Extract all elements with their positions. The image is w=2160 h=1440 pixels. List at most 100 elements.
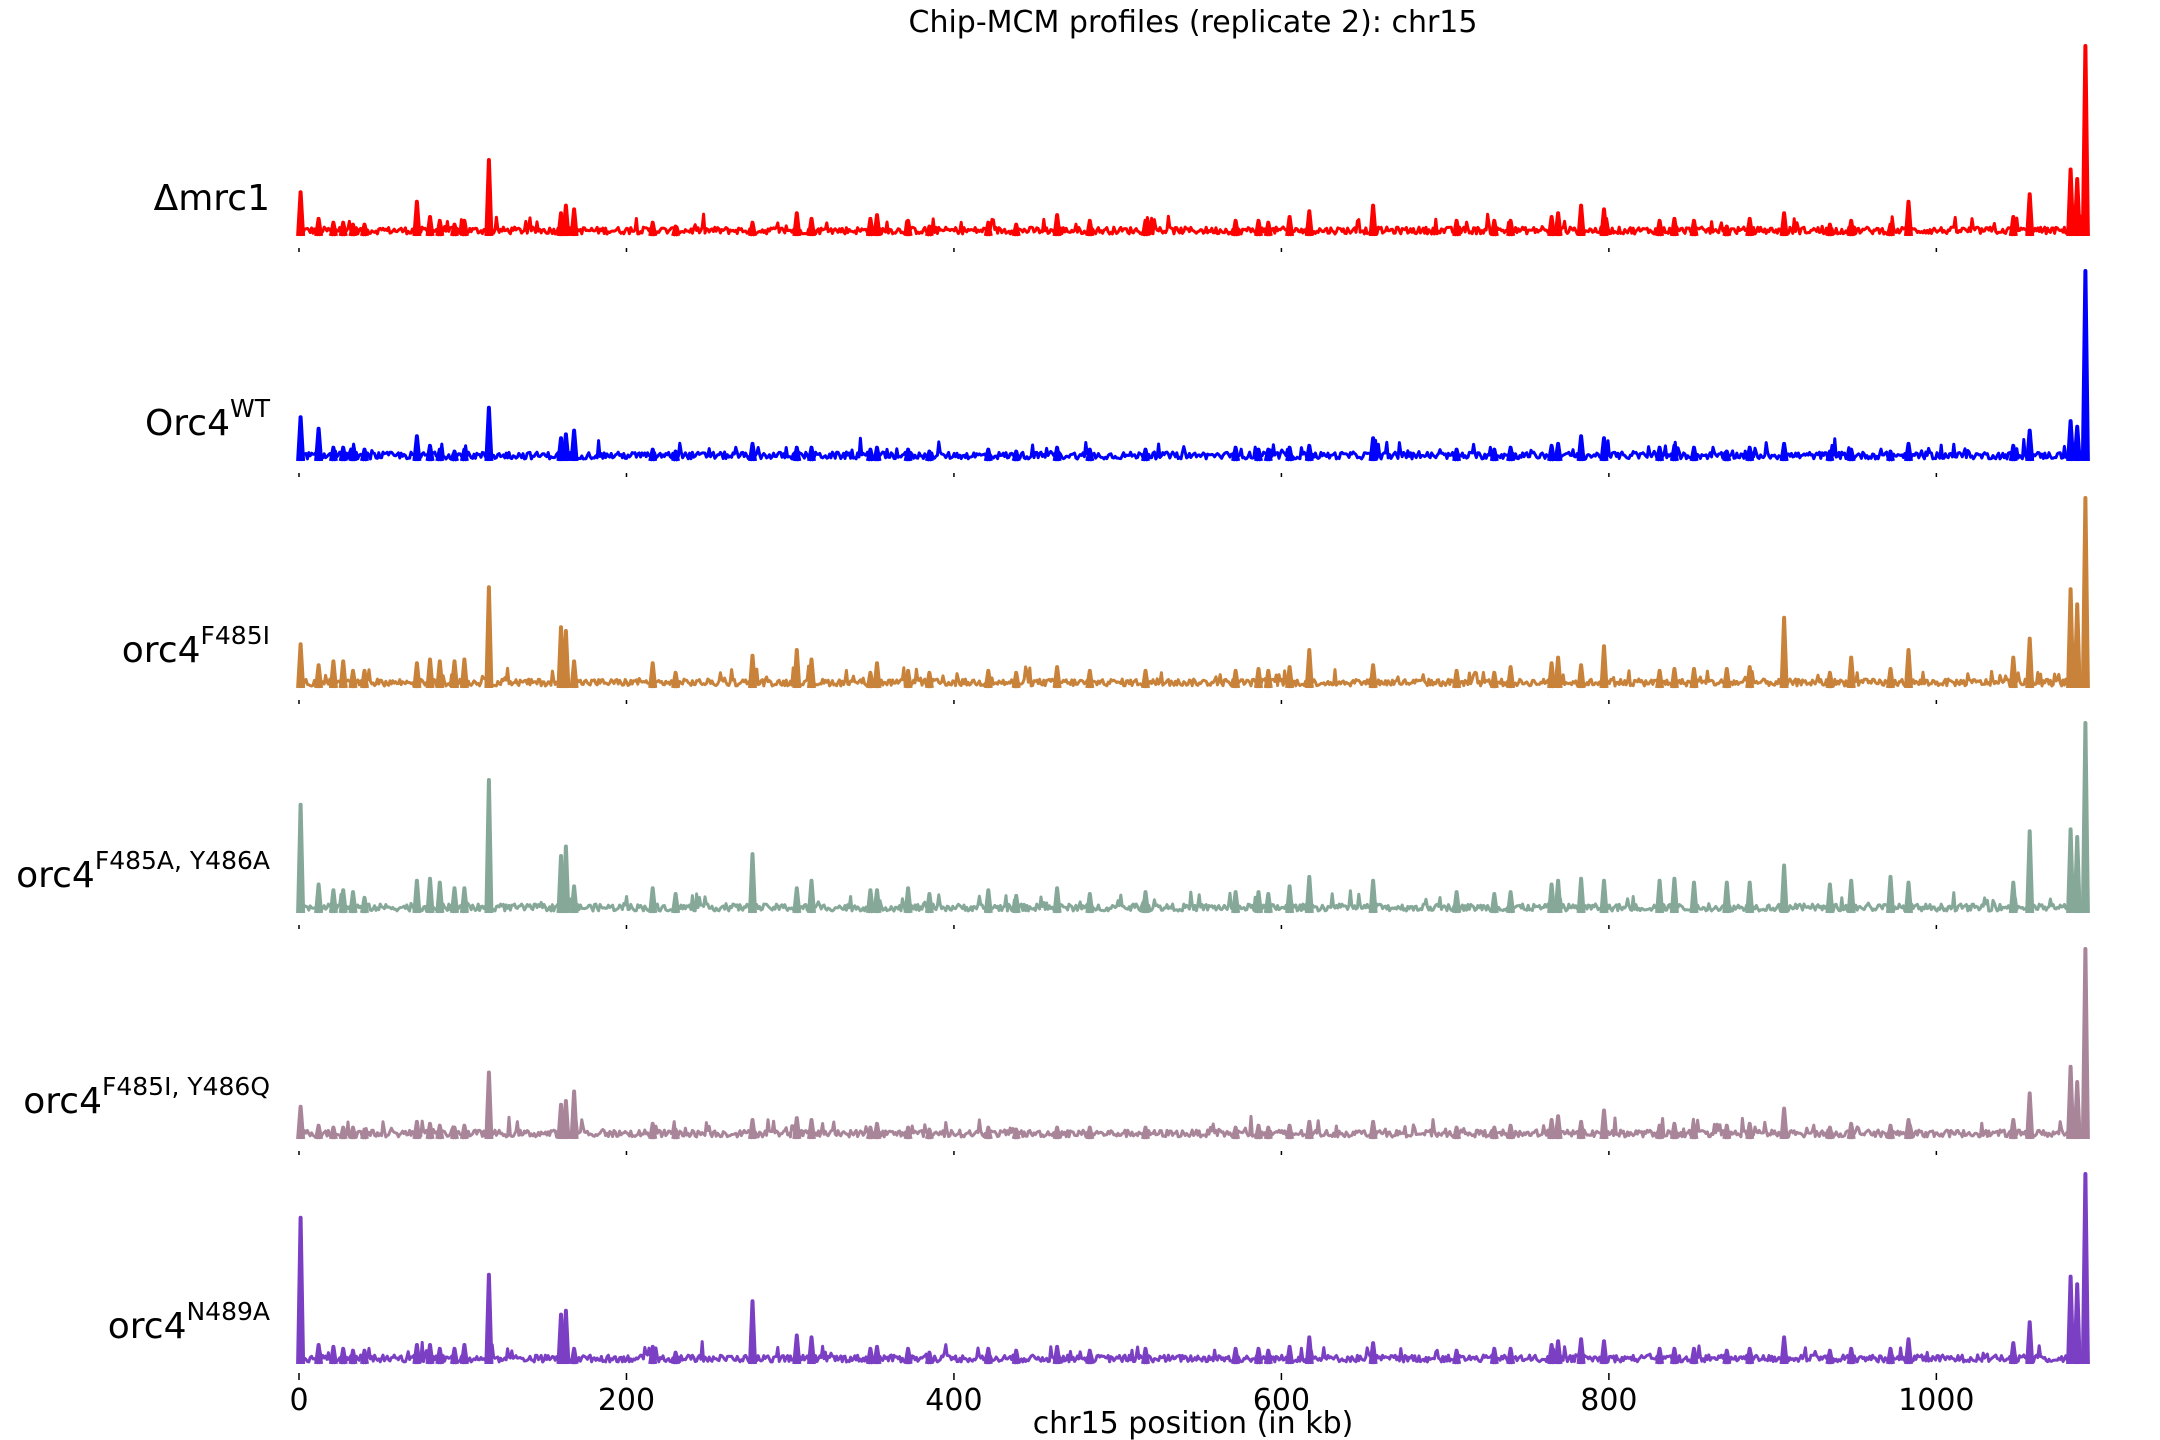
peak-2-46: [1745, 665, 1755, 689]
peak-5-29: [1231, 1346, 1241, 1365]
peak-2-27: [1085, 668, 1095, 689]
peak-2-43: [1669, 667, 1679, 689]
peak-5-43: [1669, 1346, 1679, 1365]
peak-3-48: [1825, 882, 1835, 914]
peak-3-17: [748, 852, 757, 914]
peak-3-11: [484, 778, 494, 914]
peak-3-16: [671, 892, 681, 914]
peak-3-20: [865, 888, 875, 914]
peak-1-2: [328, 445, 338, 462]
peak-3-15: [648, 886, 658, 914]
peak-2-28: [1141, 668, 1150, 689]
peak-5-4: [348, 1348, 358, 1365]
peak-1-23: [924, 449, 934, 462]
series-signal: [297, 664, 2089, 688]
peak-0-51: [1904, 199, 1913, 237]
peak-5-45: [1722, 1348, 1732, 1365]
series-label-2: orc4F485I: [122, 621, 270, 671]
peak-5-47: [1779, 1335, 1789, 1365]
peak-0-38: [1547, 215, 1557, 237]
peak-5-21: [872, 1344, 882, 1365]
peak-5-32: [1285, 1344, 1295, 1365]
peak-1-33: [1304, 443, 1314, 462]
peak-0-18: [792, 211, 802, 237]
peak-2-19: [807, 657, 816, 689]
peak-0-42: [1655, 218, 1665, 237]
peak-2-31: [1263, 668, 1273, 689]
series-label-3: orc4F485A, Y486A: [16, 846, 270, 896]
peak-5-51: [1904, 1337, 1913, 1365]
peak-1-6: [412, 434, 422, 462]
peak-4-33: [1304, 1119, 1314, 1140]
peak-0-15: [648, 220, 658, 237]
peak-1-9: [450, 449, 459, 462]
peak-4-15: [648, 1121, 658, 1140]
peak-3-7: [425, 876, 435, 914]
peak-4-34: [1368, 1119, 1378, 1140]
peak-3-47: [1779, 863, 1789, 914]
peak-1-55: [2072, 424, 2082, 462]
series-signal: [297, 1114, 2088, 1139]
peak-2-1: [314, 663, 324, 689]
peak-1-14: [569, 428, 579, 462]
peak-4-30: [1254, 1123, 1263, 1140]
peak-3-9: [450, 886, 459, 914]
peak-5-16: [671, 1350, 681, 1365]
peak-2-3: [338, 659, 348, 689]
peak-0-34: [1368, 203, 1378, 237]
peak-1-46: [1745, 445, 1755, 462]
peak-2-52: [2008, 655, 2018, 689]
peak-0-41: [1599, 207, 1609, 237]
peak-1-44: [1689, 445, 1699, 462]
tracks-group: Δmrc1 Orc4WT orc4F485I orc4F485A, Y486A orc4…: [16, 44, 2090, 1365]
peak-4-56: [2080, 947, 2090, 1140]
peak-2-56: [2080, 496, 2090, 689]
series-track-0: Δmrc1: [154, 44, 2090, 252]
peak-5-28: [1141, 1346, 1150, 1365]
peak-2-18: [792, 648, 802, 689]
series-label-5: orc4N489A: [108, 1297, 270, 1347]
peak-3-24: [983, 888, 993, 914]
peak-0-11: [484, 158, 494, 237]
peak-5-52: [2008, 1341, 2018, 1365]
peak-4-50: [1886, 1123, 1895, 1140]
series-label-1: Orc4WT: [145, 394, 271, 444]
peak-3-26: [1052, 886, 1062, 914]
peak-3-5: [360, 895, 369, 914]
peak-4-26: [1052, 1125, 1062, 1140]
peak-5-44: [1689, 1346, 1699, 1365]
peak-4-49: [1846, 1121, 1856, 1140]
peak-1-0: [296, 415, 306, 462]
peak-3-34: [1368, 878, 1378, 914]
peak-4-9: [450, 1125, 459, 1140]
peak-5-10: [459, 1343, 469, 1365]
peak-2-20: [865, 670, 875, 689]
peak-3-14: [569, 884, 579, 914]
peak-4-55: [2072, 1080, 2082, 1140]
peak-2-30: [1254, 667, 1263, 689]
peak-2-42: [1655, 668, 1665, 689]
peak-4-18: [792, 1116, 802, 1140]
peak-0-30: [1254, 218, 1263, 237]
peak-2-48: [1825, 670, 1835, 689]
peak-2-49: [1846, 655, 1856, 689]
peak-4-19: [807, 1118, 816, 1140]
peak-1-36: [1489, 447, 1499, 462]
peak-0-0: [296, 190, 306, 237]
peak-3-28: [1141, 890, 1150, 914]
peak-0-40: [1576, 203, 1586, 237]
peak-0-19: [807, 216, 816, 237]
peak-2-8: [435, 659, 445, 689]
peak-2-55: [2072, 602, 2082, 689]
peak-5-11: [484, 1272, 494, 1365]
peak-3-37: [1506, 890, 1516, 914]
peak-3-3: [338, 888, 348, 914]
peak-4-28: [1141, 1125, 1150, 1140]
peak-2-47: [1779, 615, 1789, 689]
peak-4-0: [296, 1104, 306, 1140]
peak-1-39: [1553, 441, 1563, 462]
x-tick-label-5: 1000: [1898, 1383, 1974, 1418]
peak-4-35: [1452, 1125, 1462, 1140]
peak-5-24: [983, 1346, 993, 1365]
peak-3-51: [1904, 880, 1913, 914]
